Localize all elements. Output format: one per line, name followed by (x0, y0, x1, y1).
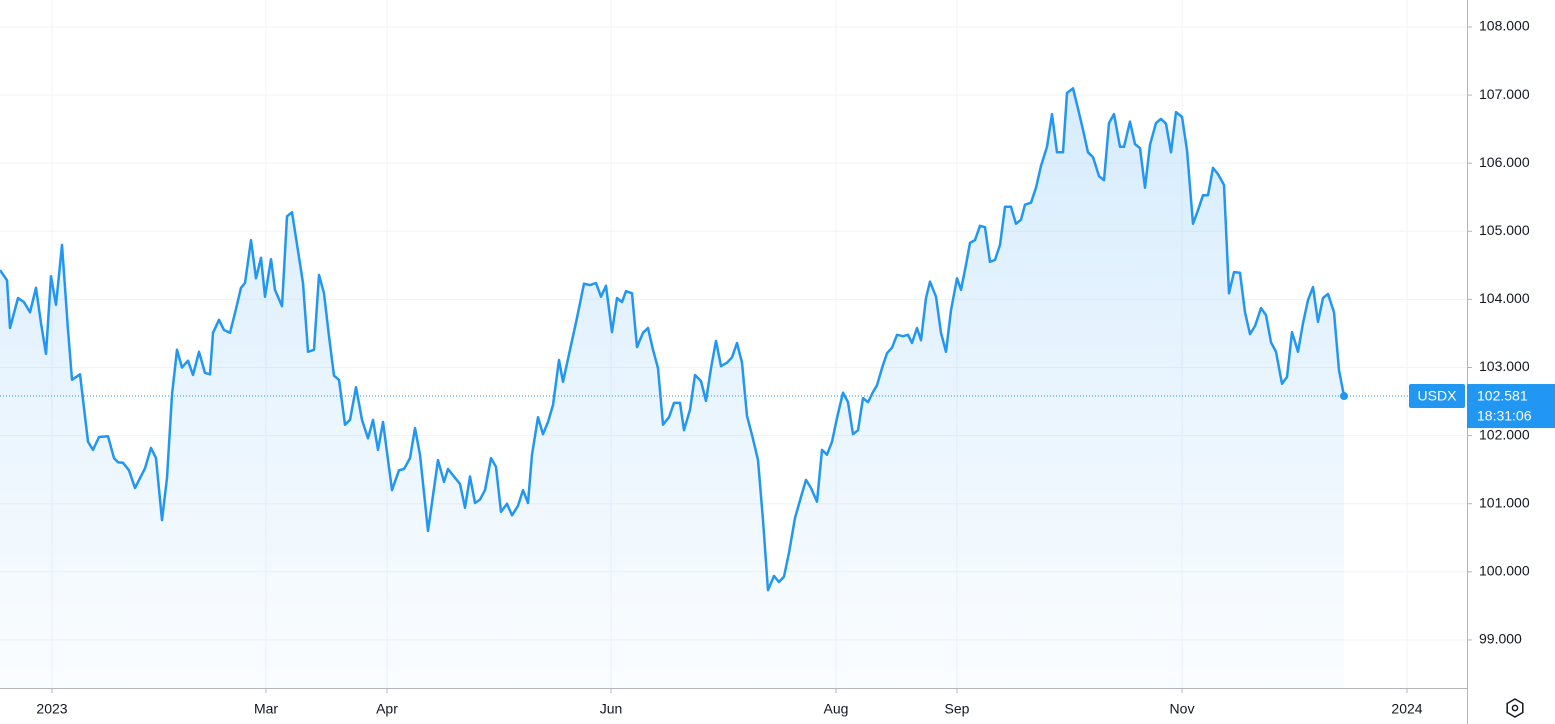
y-tick-label: 102.000 (1479, 426, 1530, 442)
y-tick-label: 100.000 (1479, 563, 1530, 579)
x-tick-label: 2024 (1391, 701, 1422, 717)
y-tick-label: 108.000 (1479, 18, 1530, 34)
x-tick-label: Jun (600, 701, 623, 717)
x-tick-label: Apr (376, 701, 398, 717)
symbol-tag (1409, 384, 1465, 409)
x-tick-label: Aug (824, 701, 849, 717)
x-tick-label: Sep (945, 701, 970, 717)
x-tick-label: Nov (1170, 701, 1195, 717)
y-tick-label: 107.000 (1479, 86, 1530, 102)
symbol-label: USDX (1418, 388, 1458, 404)
y-tick-label: 105.000 (1479, 222, 1530, 238)
y-tick-label: 99.000 (1479, 631, 1522, 647)
area (0, 88, 1344, 689)
settings-icon-dot (1511, 704, 1519, 712)
settings-icon[interactable] (1506, 698, 1524, 718)
axis-labels: 99.000 100.000 101.000 102.000 103.000 104.00… (36, 18, 1555, 717)
line (0, 87, 1346, 592)
y-tick-label: 104.000 (1479, 290, 1530, 306)
countdown-label: 18:31:06 (1477, 408, 1532, 424)
price-label: 102.581 (1477, 388, 1528, 404)
y-tick-label: 103.000 (1479, 358, 1530, 374)
plot (0, 87, 1467, 689)
x-tick-label: Mar (254, 701, 278, 717)
y-tick-label: 101.000 (1479, 494, 1530, 510)
y-tick-label: 106.000 (1479, 154, 1530, 170)
settings-button[interactable] (1506, 698, 1524, 718)
price-tag (1467, 384, 1555, 429)
x-tick-label: 2023 (36, 701, 67, 717)
